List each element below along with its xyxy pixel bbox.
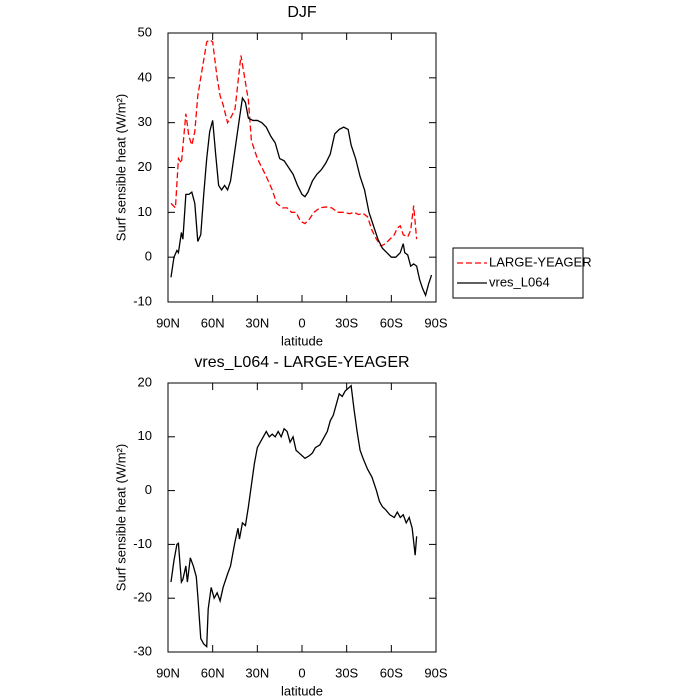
x-tick-label: 60S <box>380 315 403 330</box>
y-tick-label: -10 <box>133 293 152 308</box>
x-tick-label: 30N <box>245 665 269 680</box>
x-axis-label: latitude <box>281 683 323 698</box>
x-tick-label: 30S <box>335 315 358 330</box>
y-tick-label: -10 <box>133 536 152 551</box>
y-tick-label: 30 <box>138 114 152 129</box>
x-tick-label: 0 <box>298 315 305 330</box>
chart-title: DJF <box>287 4 317 21</box>
x-tick-label: 90N <box>156 315 180 330</box>
y-tick-label: 20 <box>138 159 152 174</box>
y-tick-label: -20 <box>133 590 152 605</box>
x-axis-label: latitude <box>281 333 323 348</box>
x-tick-label: 60S <box>380 665 403 680</box>
x-tick-label: 90N <box>156 665 180 680</box>
plot-frame <box>167 32 437 303</box>
y-axis-label: Surf sensible heat (W/m²) <box>113 444 128 591</box>
chart-title: vres_L064 - LARGE-YEAGER <box>194 354 409 371</box>
y-tick-label: 40 <box>138 69 152 84</box>
legend-label: LARGE-YEAGER <box>489 254 592 269</box>
y-tick-label: 10 <box>138 428 152 443</box>
x-tick-label: 60N <box>201 315 225 330</box>
series-line <box>170 384 418 649</box>
y-tick-label: 0 <box>145 249 152 264</box>
x-tick-label: 30N <box>245 315 269 330</box>
x-tick-label: 30S <box>335 665 358 680</box>
x-tick-label: 60N <box>201 665 225 680</box>
y-tick-label: -30 <box>133 643 152 658</box>
x-tick-label: 90S <box>424 315 447 330</box>
y-tick-label: 10 <box>138 204 152 219</box>
y-tick-label: 0 <box>145 482 152 497</box>
series-line <box>170 96 433 298</box>
y-tick-label: 20 <box>138 374 152 389</box>
x-tick-label: 90S <box>424 665 447 680</box>
y-axis-label: Surf sensible heat (W/m²) <box>113 94 128 241</box>
x-tick-label: 0 <box>298 665 305 680</box>
legend-box <box>452 247 584 299</box>
legend-label: vres_L064 <box>489 274 550 289</box>
y-tick-label: 50 <box>138 24 152 39</box>
